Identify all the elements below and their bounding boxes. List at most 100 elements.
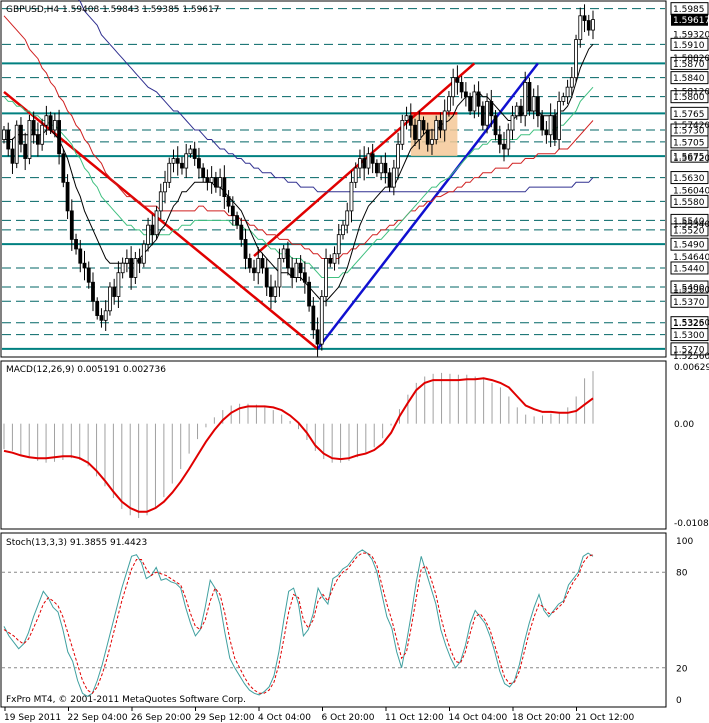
candle-body [269, 286, 273, 297]
candle-body [307, 281, 311, 307]
price-level-tag [670, 294, 709, 308]
candle-body [451, 77, 456, 98]
candle-body [455, 77, 460, 83]
candle-body [48, 115, 53, 131]
candle-body [404, 115, 409, 121]
candle-body [35, 134, 40, 145]
ema-green [3, 86, 594, 278]
candle-body [146, 224, 150, 245]
price-tick-label: 1.55340 [673, 220, 709, 230]
price-level-tag [670, 135, 709, 149]
time-label: 21 Oct 12:00 [576, 713, 635, 723]
candle-body [205, 177, 210, 183]
candle-body [447, 96, 451, 112]
candle-body [332, 253, 337, 264]
candle-body [226, 196, 231, 207]
time-label: 6 Oct 20:00 [322, 713, 375, 723]
price-tick-label: 1.56720 [673, 154, 709, 164]
candle-body [27, 120, 32, 159]
price-level-tag [670, 237, 709, 251]
candle-body [209, 177, 214, 183]
candle-body [74, 239, 78, 250]
price-level-tag [670, 280, 709, 294]
candle-body [417, 120, 422, 140]
candle-body [506, 129, 511, 150]
candle-body [235, 215, 239, 226]
price-level-label: 1.5400 [673, 284, 705, 294]
price-level-label: 1.5440 [673, 264, 705, 274]
candle-body [167, 162, 172, 183]
candle-body [565, 86, 570, 98]
price-level-tag [670, 261, 709, 275]
candle-body [19, 124, 23, 145]
candle-body [463, 91, 468, 98]
candle-body [103, 310, 108, 321]
price-level-label: 1.5800 [673, 93, 705, 103]
candle-body [362, 158, 367, 169]
price-level-label: 1.5520 [673, 226, 705, 236]
price-level-label: 1.5270 [673, 345, 705, 355]
price-level-label: 1.5370 [673, 298, 705, 308]
candle-body [108, 286, 112, 312]
candle-body [141, 243, 146, 264]
price-tick-label: 1.52560 [673, 352, 709, 362]
price-level-tag [670, 223, 709, 237]
current-price-tag [671, 13, 708, 26]
candle-body [65, 181, 70, 212]
candle-body [243, 239, 248, 259]
price-panel [0, 0, 667, 358]
time-label: 22 Sep 04:00 [68, 713, 128, 723]
candle-body [281, 248, 286, 259]
red-trendline-down [3, 90, 319, 350]
candle-body [124, 258, 129, 264]
candle-body [548, 115, 553, 136]
candle-body [256, 258, 261, 274]
macd-tick-label: 0.00629 [674, 363, 709, 373]
support-resistance-levels [2, 8, 665, 350]
candle-body [137, 258, 142, 264]
macd-panel [0, 360, 667, 530]
stoch-tick-label: 80 [676, 569, 688, 579]
price-level-tag [670, 171, 709, 185]
candle-body [302, 272, 307, 283]
candle-body [544, 129, 549, 136]
candle-body [69, 210, 74, 240]
candle-body [315, 329, 320, 345]
candle-body [480, 105, 485, 126]
price-level-tag [670, 71, 709, 85]
candle-body [582, 15, 587, 21]
candle-body [311, 305, 316, 331]
price-level-label: 1.5870 [673, 60, 705, 70]
candle-body [294, 262, 299, 278]
candle-body [10, 148, 15, 164]
candle-body [425, 129, 430, 145]
candle-body [163, 181, 167, 193]
price-level-label: 1.5840 [673, 74, 705, 84]
candle-body [421, 120, 426, 131]
candle-body [413, 124, 417, 140]
ema-black [4, 43, 594, 302]
price-level-label: 1.5325 [673, 319, 705, 329]
candle-body [387, 172, 392, 188]
candle-body [277, 258, 282, 288]
candle-body [218, 177, 223, 188]
candle-body [472, 91, 477, 112]
candle-body [468, 96, 473, 112]
candle-body [82, 262, 87, 269]
candle-body [78, 248, 83, 264]
ema-red [3, 15, 594, 259]
candle-body [493, 115, 498, 136]
stoch-tick-label: 20 [676, 664, 688, 674]
candle-body [531, 96, 536, 112]
price-level-label: 1.5910 [673, 41, 705, 51]
time-label: 4 Oct 04:00 [258, 713, 311, 723]
price-level-tag [670, 149, 709, 163]
candle-body [150, 224, 155, 236]
candle-body [112, 286, 117, 297]
candle-body [171, 158, 176, 164]
time-label: 26 Sep 20:00 [131, 713, 191, 723]
candle-body [31, 120, 36, 136]
candle-body [116, 272, 121, 297]
price-header: GBPUSD,H4 1.59408 1.59843 1.59385 1.5961… [6, 5, 219, 15]
macd-signal-line [3, 377, 594, 513]
